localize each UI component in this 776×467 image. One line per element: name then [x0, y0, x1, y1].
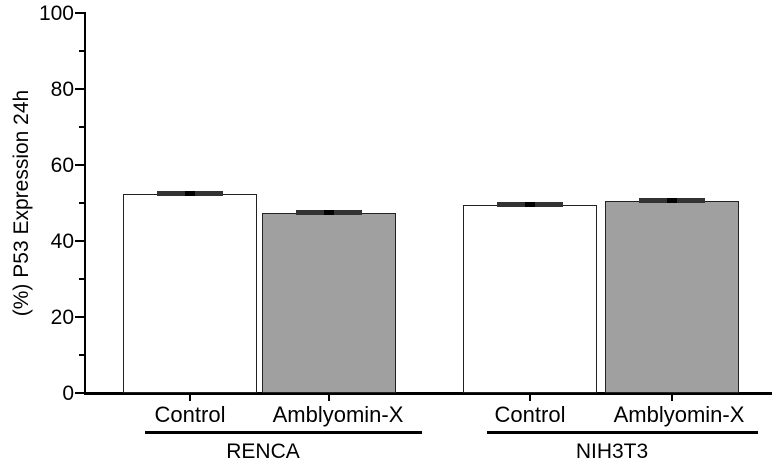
bar-nih3t3-amblyomin-x — [605, 201, 739, 393]
y-minor-tick — [79, 278, 84, 280]
x-tick-label-control: Control — [154, 402, 226, 427]
x-tick — [671, 394, 673, 401]
x-tick-label-control: Control — [494, 402, 566, 427]
y-major-tick — [75, 392, 84, 394]
error-bar-center-mark — [667, 198, 677, 204]
y-tick-label: 0 — [62, 382, 74, 405]
x-axis-line — [84, 392, 772, 395]
error-bar-center-mark — [525, 201, 535, 207]
x-tick — [529, 394, 531, 401]
x-tick — [328, 394, 330, 401]
y-axis-title: (%) P53 Expression 24h — [10, 89, 33, 317]
group-label-renca: RENCA — [226, 440, 300, 463]
x-tick-label-amblyomin-x: Amblyomin-X — [613, 402, 745, 427]
y-minor-tick — [79, 50, 84, 52]
y-major-tick — [75, 316, 84, 318]
y-major-tick — [75, 12, 84, 14]
y-major-tick — [75, 164, 84, 166]
bar-nih3t3-control — [463, 204, 597, 393]
y-minor-tick — [79, 126, 84, 128]
group-label-nih3t3: NIH3T3 — [575, 440, 649, 463]
error-bar-center-mark — [324, 209, 334, 215]
x-tick-label-amblyomin-x: Amblyomin-X — [272, 402, 404, 427]
y-axis-line — [84, 12, 86, 395]
y-tick-label: 60 — [50, 154, 74, 177]
y-major-tick — [75, 88, 84, 90]
y-tick-label: 80 — [50, 78, 74, 101]
y-tick-label: 20 — [50, 306, 74, 329]
bar-renca-amblyomin-x — [262, 212, 396, 393]
y-minor-tick — [79, 202, 84, 204]
y-major-tick — [75, 240, 84, 242]
y-tick-label: 40 — [50, 230, 74, 253]
bar-renca-control — [123, 193, 257, 393]
x-tick — [189, 394, 191, 401]
y-tick-label: 100 — [38, 2, 74, 25]
y-minor-tick — [79, 354, 84, 356]
error-bar-center-mark — [185, 190, 195, 196]
group-underline — [487, 431, 758, 434]
group-underline — [145, 431, 422, 434]
